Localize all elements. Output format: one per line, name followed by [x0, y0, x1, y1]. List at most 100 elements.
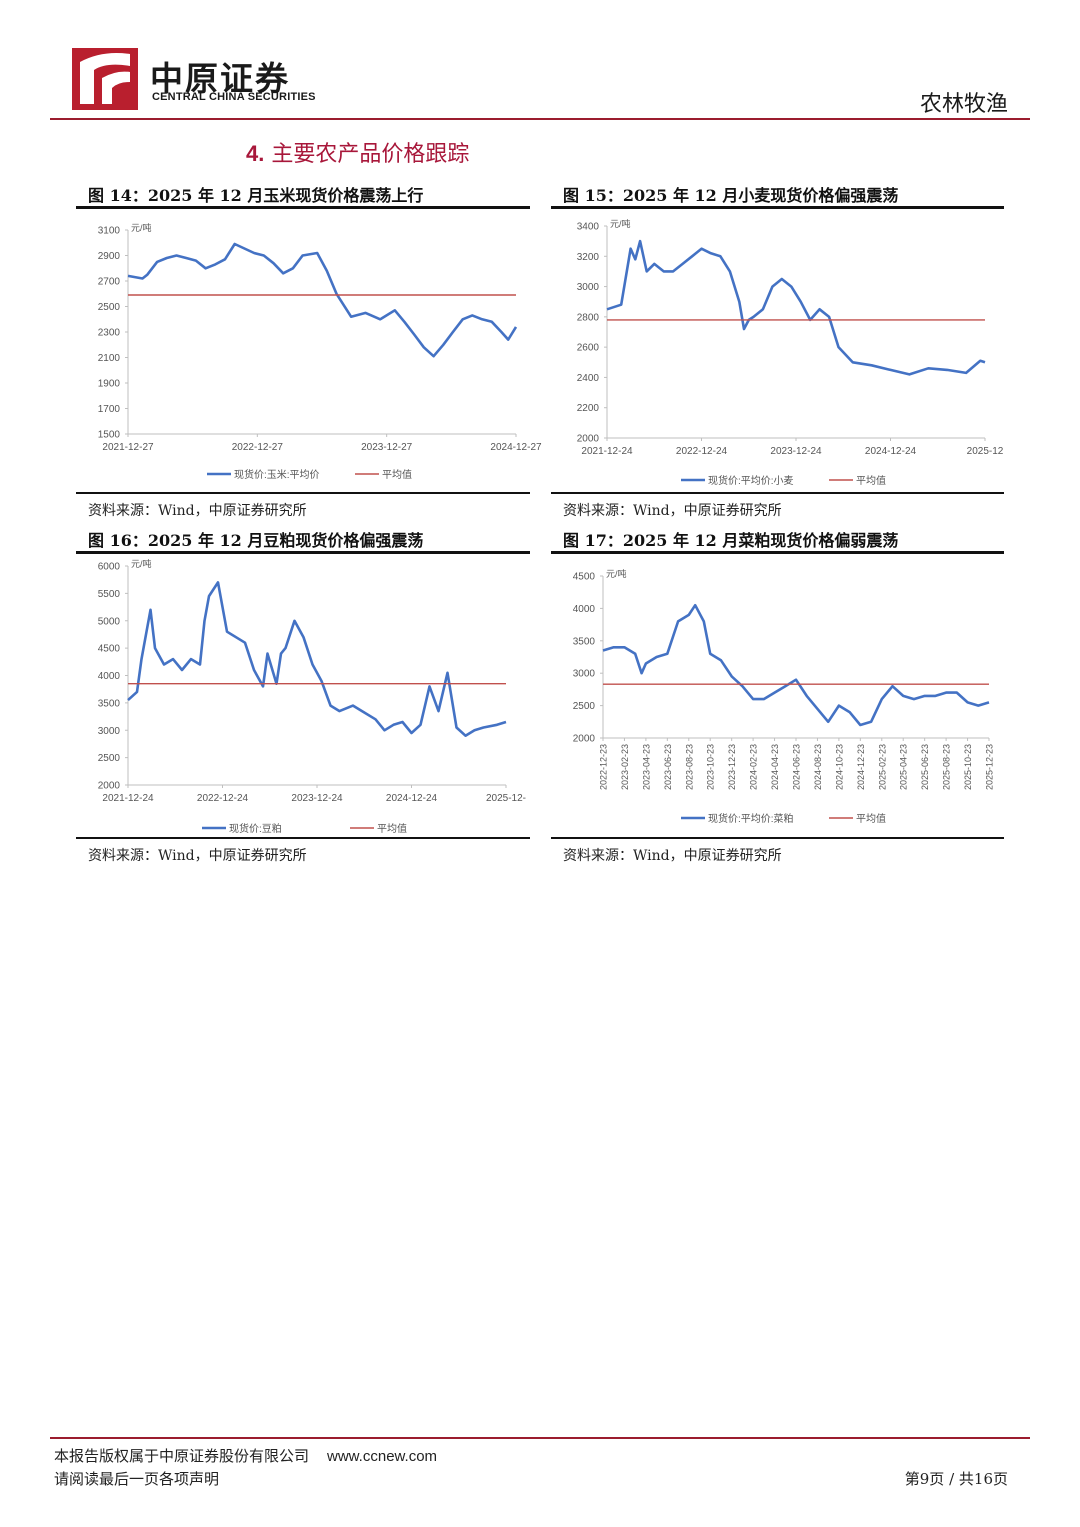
x-tick-label: 2025-12	[967, 446, 1004, 457]
figure-source: 资料来源：Wind，中原证券研究所	[88, 848, 307, 864]
y-tick-label: 2400	[577, 373, 600, 384]
figure-top-rule	[76, 551, 530, 554]
page-number: 第9页 / 共16页	[904, 1470, 1008, 1488]
footer-disclaimer: 请阅读最后一页各项声明	[54, 1470, 220, 1488]
y-axis-unit: 元/吨	[131, 222, 152, 233]
y-tick-label: 2800	[577, 312, 600, 323]
x-tick-label: 2022-12-23	[599, 744, 609, 790]
figure-source: 资料来源：Wind，中原证券研究所	[88, 503, 307, 519]
y-tick-label: 3100	[98, 226, 121, 237]
chart-soymeal-price: 6000 5500 5000 4500 4000 3500 3000 2500 2000 元/吨 2…	[98, 558, 526, 835]
brand-name-cn: 中原证券	[150, 59, 290, 98]
x-tick-label: 2021-12-24	[581, 446, 633, 457]
footer-url[interactable]: www.ccnew.com	[327, 1448, 438, 1465]
x-tick-label: 2023-10-23	[706, 744, 716, 790]
y-tick-label: 5000	[98, 616, 121, 627]
x-tick-label: 2021-12-27	[102, 442, 154, 453]
y-tick-label: 3000	[573, 669, 596, 680]
y-tick-label: 1900	[98, 379, 121, 390]
legend-label: 现货价:玉米:平均价	[234, 468, 320, 481]
x-tick-label: 2024-08-23	[813, 744, 823, 790]
y-tick-label: 3000	[577, 282, 600, 293]
figure-title: 图 17：2025 年 12 月菜粕现货价格偏弱震荡	[563, 531, 899, 550]
footer-copyright-line: 本报告版权属于中原证券股份有限公司 www.ccnew.com	[54, 1445, 437, 1466]
legend-label: 平均值	[377, 822, 407, 835]
x-tick-label: 2025-12-23	[985, 744, 995, 790]
y-axis-unit: 元/吨	[610, 218, 631, 229]
y-tick-label: 3500	[98, 698, 121, 709]
footer-copyright: 本报告版权属于中原证券股份有限公司	[54, 1447, 310, 1465]
figure-top-rule	[551, 206, 1004, 209]
brand-name-en: CENTRAL CHINA SECURITIES	[152, 91, 316, 103]
price-series-line	[602, 603, 990, 727]
company-logo	[72, 48, 138, 110]
chart-wheat-price: 3400 3200 3000 2800 2600 2400 2200 2000 元/吨 2021-…	[577, 218, 1004, 487]
y-tick-label: 4000	[98, 671, 121, 682]
x-tick-label: 2024-02-23	[749, 744, 759, 790]
figure-title: 图 16：2025 年 12 月豆粕现货价格偏强震荡	[88, 531, 424, 550]
x-tick-label: 2024-12-27	[490, 442, 542, 453]
figure-title: 图 15：2025 年 12 月小麦现货价格偏强震荡	[563, 186, 899, 205]
x-tick-label: 2021-12-24	[102, 793, 154, 804]
legend-label: 平均值	[856, 812, 886, 825]
chart-rapeseed-meal-price: 4500 4000 3500 3000 2500 2000 元/吨 2022-12-23 202…	[573, 568, 995, 825]
x-tick-label: 2022-12-27	[232, 442, 284, 453]
x-tick-label: 2023-12-24	[770, 446, 822, 457]
y-tick-label: 3000	[98, 726, 121, 737]
y-tick-label: 1700	[98, 404, 121, 415]
y-tick-label: 2500	[98, 302, 121, 313]
chart-corn-price: 3100 2900 2700 2500 2300 2100 1900 1700 1500 元/吨 2…	[98, 222, 542, 481]
header-rule	[50, 118, 1030, 120]
price-series-line	[606, 239, 986, 376]
y-tick-label: 4000	[573, 604, 596, 615]
y-tick-label: 3400	[577, 222, 600, 233]
x-tick-label: 2023-02-23	[620, 744, 630, 790]
x-tick-label: 2024-12-24	[865, 446, 917, 457]
x-tick-label: 2022-12-24	[676, 446, 728, 457]
figure-bottom-rule	[551, 837, 1004, 839]
figure-bottom-rule	[76, 492, 530, 494]
y-tick-label: 2200	[577, 403, 600, 414]
figure-bottom-rule	[551, 492, 1004, 494]
y-axis-unit: 元/吨	[131, 558, 152, 569]
x-tick-label: 2025-10-23	[963, 744, 973, 790]
y-tick-label: 2500	[98, 753, 121, 764]
y-tick-label: 2100	[98, 353, 121, 364]
y-tick-label: 3200	[577, 252, 600, 263]
x-tick-label: 2023-12-27	[361, 442, 413, 453]
y-tick-label: 4500	[573, 572, 596, 583]
y-tick-label: 4500	[98, 644, 121, 655]
x-tick-label: 2023-04-23	[641, 744, 651, 790]
y-tick-label: 2500	[573, 701, 596, 712]
y-tick-label: 3500	[573, 636, 596, 647]
figure-top-rule	[551, 551, 1004, 554]
y-tick-label: 2000	[573, 734, 596, 745]
price-series-line	[127, 581, 507, 737]
x-tick-label: 2022-12-24	[197, 793, 249, 804]
y-tick-label: 2000	[577, 434, 600, 445]
x-tick-label: 2024-12-24	[386, 793, 438, 804]
section-title: 4. 主要农产品价格跟踪	[246, 136, 469, 168]
y-tick-label: 6000	[98, 562, 121, 573]
price-series-line	[127, 242, 518, 358]
x-tick-label: 2025-02-23	[877, 744, 887, 790]
x-tick-label: 2024-12-23	[856, 744, 866, 790]
x-tick-label: 2025-08-23	[942, 744, 952, 790]
section-number: 4.	[246, 141, 265, 166]
y-tick-label: 2000	[98, 781, 121, 792]
x-tick-label: 2024-10-23	[834, 744, 844, 790]
y-tick-label: 2900	[98, 251, 121, 262]
x-tick-label: 2023-12-23	[727, 744, 737, 790]
x-tick-label: 2023-06-23	[663, 744, 673, 790]
figure-title: 图 14：2025 年 12 月玉米现货价格震荡上行	[88, 186, 424, 205]
y-axis-unit: 元/吨	[606, 568, 627, 579]
industry-label: 农林牧渔	[919, 92, 1008, 117]
x-tick-label: 2023-12-24	[291, 793, 343, 804]
y-tick-label: 1500	[98, 430, 121, 441]
figure-source: 资料来源：Wind，中原证券研究所	[563, 503, 782, 519]
figure-source: 资料来源：Wind，中原证券研究所	[563, 848, 782, 864]
legend-label: 现货价:平均价:菜粕	[708, 812, 794, 825]
x-tick-label: 2025-06-23	[920, 744, 930, 790]
section-title-text: 主要农产品价格跟踪	[271, 142, 470, 167]
x-tick-label: 2024-06-23	[792, 744, 802, 790]
